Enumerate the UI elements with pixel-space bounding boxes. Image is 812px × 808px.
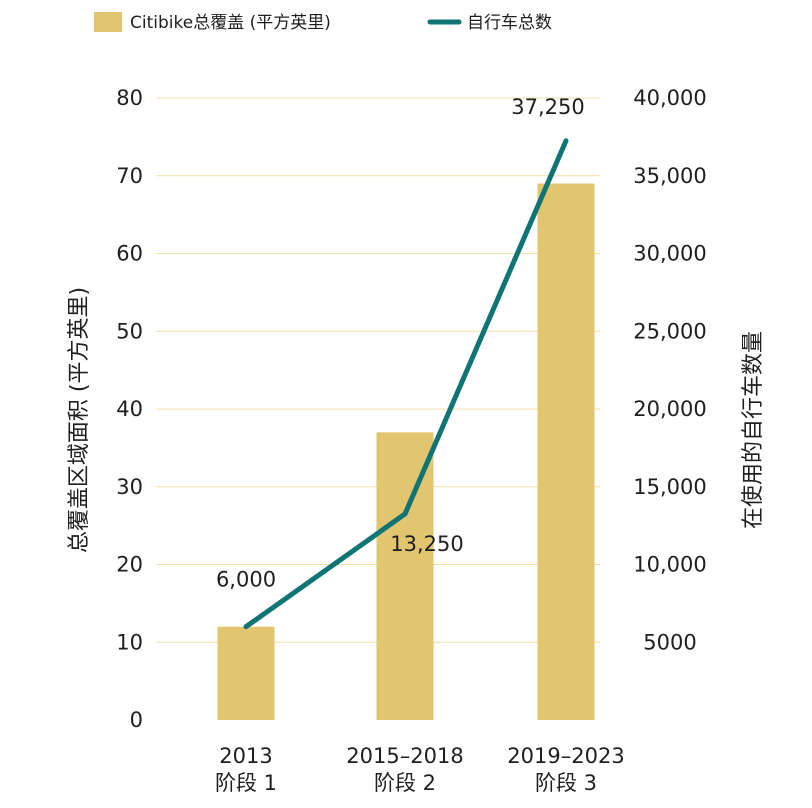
x-axis-category-line2: 阶段 2 [374,771,436,795]
left-axis-tick-label: 50 [116,319,143,343]
x-axis-category-line2: 阶段 3 [535,771,597,795]
bar [537,183,595,720]
bar [376,432,434,720]
legend-swatch-bar [94,12,122,32]
left-axis-tick-label: 40 [116,397,143,421]
bar-series [217,183,595,720]
right-axis-tick-label: 40,000 [633,86,706,110]
x-axis-category-line1: 2013 [219,744,272,768]
right-axis-tick-label: 10,000 [633,553,706,577]
line-data-label: 13,250 [390,532,463,556]
x-axis-category-line2: 阶段 1 [215,771,277,795]
x-axis: 2013 阶段 1 2015–2018 阶段 2 2019–2023 阶段 3 [215,744,625,795]
left-axis-title: 总覆盖区域面积 (平方英里) [67,287,92,553]
left-axis-tick-label: 70 [116,164,143,188]
right-axis-title: 在使用的自行车数量 [741,331,766,529]
bar [217,626,275,720]
left-axis-tick-label: 30 [116,475,143,499]
line-data-label: 37,250 [511,95,584,119]
data-labels: 6,000 13,250 37,250 [216,95,585,592]
left-axis-tick-label: 0 [130,708,143,732]
right-axis: 5000 10,000 15,000 20,000 25,000 30,000 35,000… [633,86,706,654]
left-axis: 0 10 20 30 40 50 60 70 80 [116,86,143,732]
right-axis-tick-label: 35,000 [633,164,706,188]
right-axis-tick-label: 20,000 [633,397,706,421]
right-axis-tick-label: 5000 [643,630,696,654]
left-axis-tick-label: 80 [116,86,143,110]
line-data-label: 6,000 [216,568,276,592]
left-axis-tick-label: 20 [116,553,143,577]
x-axis-category-line1: 2019–2023 [507,744,624,768]
left-axis-tick-label: 10 [116,630,143,654]
legend-label-bar: Citibike总覆盖 (平方英里) [130,13,331,33]
chart-legend: Citibike总覆盖 (平方英里) 自行车总数 [94,12,552,33]
line-series [243,138,569,630]
right-axis-tick-label: 30,000 [633,242,706,266]
x-axis-category-line1: 2015–2018 [346,744,463,768]
legend-label-line: 自行车总数 [467,13,552,33]
left-axis-tick-label: 60 [116,242,143,266]
right-axis-tick-label: 15,000 [633,475,706,499]
right-axis-tick-label: 25,000 [633,319,706,343]
